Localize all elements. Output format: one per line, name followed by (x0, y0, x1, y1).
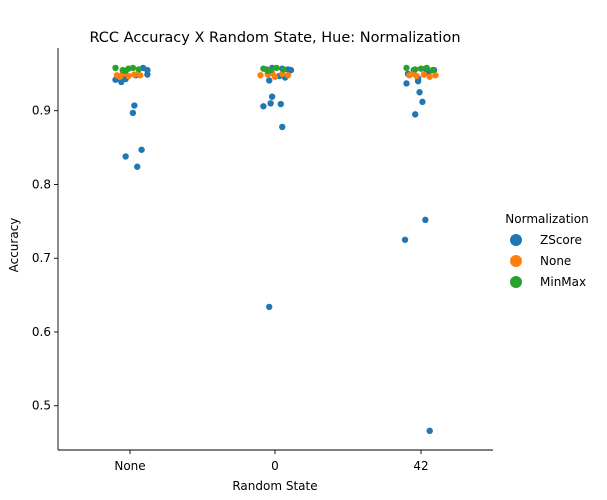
data-point (134, 163, 141, 170)
legend-entry: ZScore (540, 233, 582, 247)
y-axis-label: Accuracy (7, 218, 21, 273)
legend-marker (510, 234, 522, 246)
data-point (401, 236, 409, 243)
data-point (125, 72, 132, 80)
data-point (284, 72, 292, 79)
data-point (429, 66, 436, 74)
y-tick-label: 0.9 (32, 104, 51, 118)
series-zscore (112, 64, 438, 435)
data-point (426, 427, 433, 435)
chart-title: RCC Accuracy X Random State, Hue: Normal… (89, 30, 460, 46)
data-point (420, 71, 428, 78)
data-point (419, 98, 426, 106)
data-point (273, 64, 280, 72)
data-points (112, 64, 439, 435)
data-point (416, 89, 423, 96)
data-point (264, 67, 271, 75)
x-tick-label: 0 (271, 459, 279, 473)
data-point (129, 109, 137, 117)
series-minmax (112, 64, 436, 75)
data-point (144, 71, 151, 78)
x-axis-label: Random State (232, 479, 317, 493)
data-point (403, 80, 410, 87)
y-tick-label: 0.8 (32, 177, 51, 191)
data-point (260, 103, 267, 110)
y-tick-label: 0.5 (32, 399, 51, 413)
data-point (426, 73, 433, 80)
x-tick-label: None (114, 459, 145, 473)
data-point (267, 100, 274, 107)
data-point (122, 67, 129, 75)
data-point (135, 66, 142, 73)
data-point (279, 123, 286, 131)
data-point (266, 303, 273, 311)
data-point (122, 153, 129, 160)
data-point (280, 66, 287, 73)
data-point (268, 93, 276, 100)
legend-marker (510, 276, 522, 288)
data-point (277, 100, 284, 108)
data-point (138, 146, 145, 153)
legend-entry: MinMax (540, 275, 586, 289)
series-none (113, 69, 439, 80)
data-point (417, 65, 425, 72)
data-point (266, 77, 273, 84)
data-point (423, 64, 430, 72)
legend-entry: None (540, 254, 571, 268)
y-tick-label: 0.7 (32, 251, 51, 265)
data-point (112, 64, 119, 72)
legend-title: Normalization (505, 212, 588, 226)
data-point (116, 73, 124, 80)
x-tick-label: 42 (413, 459, 428, 473)
data-point (412, 111, 419, 118)
data-point (144, 66, 151, 74)
data-point (287, 66, 295, 74)
data-point (257, 72, 264, 79)
data-point (403, 64, 410, 72)
legend: Normalization ZScore None MinMax (505, 212, 588, 289)
data-point (432, 72, 439, 79)
legend-marker (510, 255, 522, 267)
data-point (422, 216, 429, 224)
axes: 0.5 0.6 0.7 0.8 0.9 None 0 42 (32, 48, 493, 473)
data-point (136, 72, 144, 79)
data-point (129, 64, 137, 72)
data-point (414, 77, 422, 85)
data-point (412, 66, 419, 73)
data-point (131, 102, 138, 109)
data-point (131, 71, 138, 78)
y-tick-label: 0.6 (32, 325, 51, 339)
